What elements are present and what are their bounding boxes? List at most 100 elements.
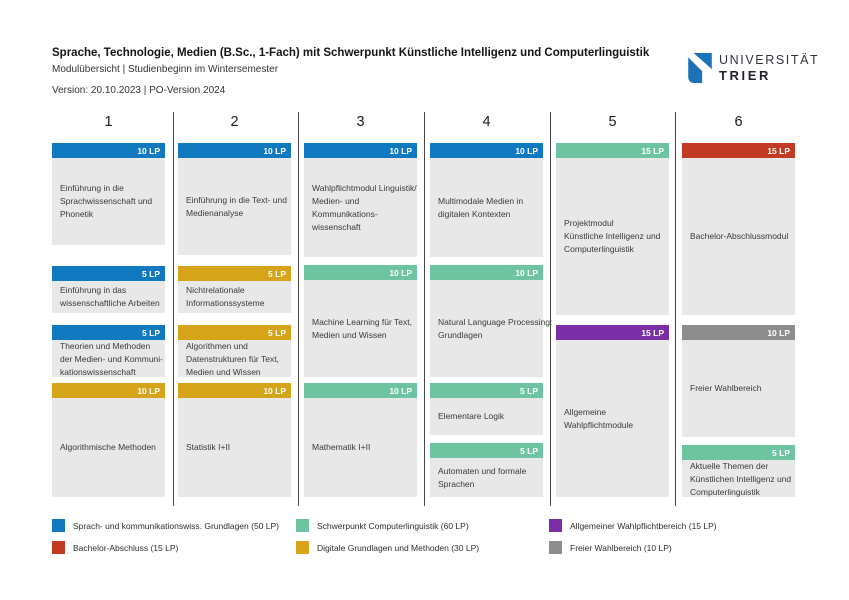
semester-number-3: 3 <box>356 114 365 130</box>
module-title-line: Informationssysteme <box>186 298 265 308</box>
legend-item: Digitale Grundlagen und Methoden (30 LP) <box>296 541 479 554</box>
legend-color-swatch <box>52 541 65 554</box>
module-title-line: Kommunikations- <box>312 208 378 219</box>
module-title-line: wissenschaftliche Arbeiten <box>60 298 160 308</box>
module-title: Freier Wahlbereich <box>682 340 795 437</box>
module-lp-badge: 5 LP <box>52 266 165 281</box>
module-title: Multimodale Medien in digitalen Kontexten <box>430 158 543 257</box>
module-lp-badge: 5 LP <box>430 383 543 398</box>
module-title-line: Aktuelle Themen der <box>690 461 769 471</box>
module-card: 5 LP Einführung in das wissenschaftliche A… <box>52 266 165 313</box>
module-title: Natural Language Processing: Grundlagen <box>430 280 553 377</box>
column-divider <box>675 112 676 506</box>
module-title: Einführung in die Sprachwissenschaft und P… <box>52 158 165 245</box>
module-title-line: Computerlinguistik <box>690 487 760 497</box>
module-title-line: Algorithmische Methoden <box>60 442 156 452</box>
module-title-line: Machine Learning für Text, <box>312 316 413 327</box>
module-title: Automaten und formale Sprachen <box>430 458 543 497</box>
module-title-line: Sprachwissenschaft und <box>60 196 153 206</box>
module-card: 10 LP Natural Language Processing: Grundla… <box>430 265 553 377</box>
module-lp-badge: 5 LP <box>178 266 291 281</box>
module-title-line: Medien- und <box>312 195 360 206</box>
module-card: 10 LP Statistik I+II <box>178 383 291 497</box>
module-title-line: Multimodale Medien in <box>438 195 524 206</box>
module-title-line: Künstlichen Intelligenz und <box>690 474 792 484</box>
module-title: Bachelor-Abschlussmodul <box>682 158 795 315</box>
legend-column: Sprach- und kommunikationswiss. Grundlag… <box>52 519 279 563</box>
module-title-line: Automaten und formale <box>438 465 527 476</box>
module-card: 10 LP Freier Wahlbereich <box>682 325 795 437</box>
module-lp-badge: 15 LP <box>556 143 669 158</box>
module-card: 5 LP Theorien und Methoden der Medien- und… <box>52 325 165 377</box>
legend-column: Allgemeiner Wahlpflichtbereich (15 LP) Fr… <box>549 519 717 563</box>
legend-label: Digitale Grundlagen und Methoden (30 LP) <box>317 542 480 553</box>
semester-number-2: 2 <box>230 114 239 130</box>
module-card: 15 LP Projektmodul Künstliche Intelligenz … <box>556 143 669 315</box>
module-title: Aktuelle Themen der Künstlichen Intellige… <box>682 460 795 499</box>
module-card: 5 LP Nichtrelationale Informationssysteme <box>178 266 291 313</box>
module-title-line: Grundlagen <box>438 329 483 340</box>
module-lp-badge: 5 LP <box>178 325 291 340</box>
legend-item: Bachelor-Abschluss (15 LP) <box>52 541 279 554</box>
module-title-line: Einführung in die Text- und <box>186 194 287 205</box>
module-title-line: Algorithmen und <box>186 341 248 351</box>
module-title-line: Einführung in die <box>60 183 124 193</box>
module-title-line: digitalen Kontexten <box>438 208 511 219</box>
module-title: Einführung in das wissenschaftliche Arbei… <box>52 281 165 313</box>
module-card: 15 LP Allgemeine Wahlpflichtmodule <box>556 325 669 497</box>
module-title-line: Allgemeine <box>564 406 607 417</box>
module-title-line: Nichtrelationale <box>186 285 245 295</box>
module-lp-badge: 10 LP <box>430 265 543 280</box>
logo-university-label: UNIVERSITÄT <box>719 53 820 67</box>
column-divider <box>424 112 425 506</box>
module-title: Algorithmen und Datenstrukturen für Text,… <box>178 340 291 379</box>
module-title: Allgemeine Wahlpflichtmodule <box>556 340 669 497</box>
module-card: 15 LP Bachelor-Abschlussmodul <box>682 143 795 315</box>
module-card: 10 LP Algorithmische Methoden <box>52 383 165 497</box>
semester-number-1: 1 <box>104 114 113 130</box>
legend-color-swatch <box>52 519 65 532</box>
legend-color-swatch <box>296 519 309 532</box>
module-title: Algorithmische Methoden <box>52 398 165 497</box>
university-trier-logo-icon <box>688 53 712 83</box>
module-lp-badge: 10 LP <box>178 143 291 158</box>
module-card: 10 LP Einführung in die Sprachwissenschaft… <box>52 143 165 245</box>
university-logo: UNIVERSITÄT TRIER <box>688 53 819 84</box>
legend-label: Sprach- und kommunikationswiss. Grundlag… <box>73 520 279 531</box>
module-lp-badge: 15 LP <box>556 325 669 340</box>
module-title-line: Elementare Logik <box>438 411 505 421</box>
legend-item: Schwerpunkt Computerlinguistik (60 LP) <box>296 519 479 532</box>
module-title: Mathematik I+II <box>304 398 417 497</box>
legend-item: Freier Wahlbereich (10 LP) <box>549 541 717 554</box>
module-title-line: Theorien und Methoden <box>60 341 151 351</box>
legend-label: Allgemeiner Wahlpflichtbereich (15 LP) <box>570 520 717 531</box>
module-lp-badge: 10 LP <box>304 383 417 398</box>
module-lp-badge: 10 LP <box>682 325 795 340</box>
module-title: Projektmodul Künstliche Intelligenz und Co… <box>556 158 669 315</box>
module-title: Elementare Logik <box>430 398 543 435</box>
module-card: 10 LP Mathematik I+II <box>304 383 417 497</box>
module-title-line: Sprachen <box>438 478 475 489</box>
module-lp-badge: 10 LP <box>52 383 165 398</box>
column-divider <box>173 112 174 506</box>
module-card: 10 LP Einführung in die Text- und Medienan… <box>178 143 291 255</box>
module-card: 10 LP Multimodale Medien in digitalen Kont… <box>430 143 543 257</box>
legend-column: Schwerpunkt Computerlinguistik (60 LP) Di… <box>296 519 479 563</box>
module-title-line: wissenschaft <box>312 221 361 232</box>
logo-trier-label: TRIER <box>719 68 771 83</box>
module-title: Statistik I+II <box>178 398 291 497</box>
module-card: 5 LP Automaten und formale Sprachen <box>430 443 543 497</box>
logo-text: UNIVERSITÄT TRIER <box>719 53 819 84</box>
version-label: Version: 20.10.2023 | PO-Version 2024 <box>52 85 226 96</box>
module-title-line: Projektmodul <box>564 218 614 228</box>
module-title: Machine Learning für Text, Medien und Wis… <box>304 280 417 377</box>
module-title-line: Natural Language Processing: <box>438 316 553 327</box>
module-title-line: Phonetik <box>60 209 94 219</box>
column-divider <box>298 112 299 506</box>
module-title-line: Wahlpflichtmodule <box>564 419 634 430</box>
legend-item: Allgemeiner Wahlpflichtbereich (15 LP) <box>549 519 717 532</box>
semester-number-5: 5 <box>608 114 617 130</box>
module-title-line: Computerlinguistik <box>564 244 634 254</box>
module-title-line: Datenstrukturen für Text, <box>186 354 279 364</box>
